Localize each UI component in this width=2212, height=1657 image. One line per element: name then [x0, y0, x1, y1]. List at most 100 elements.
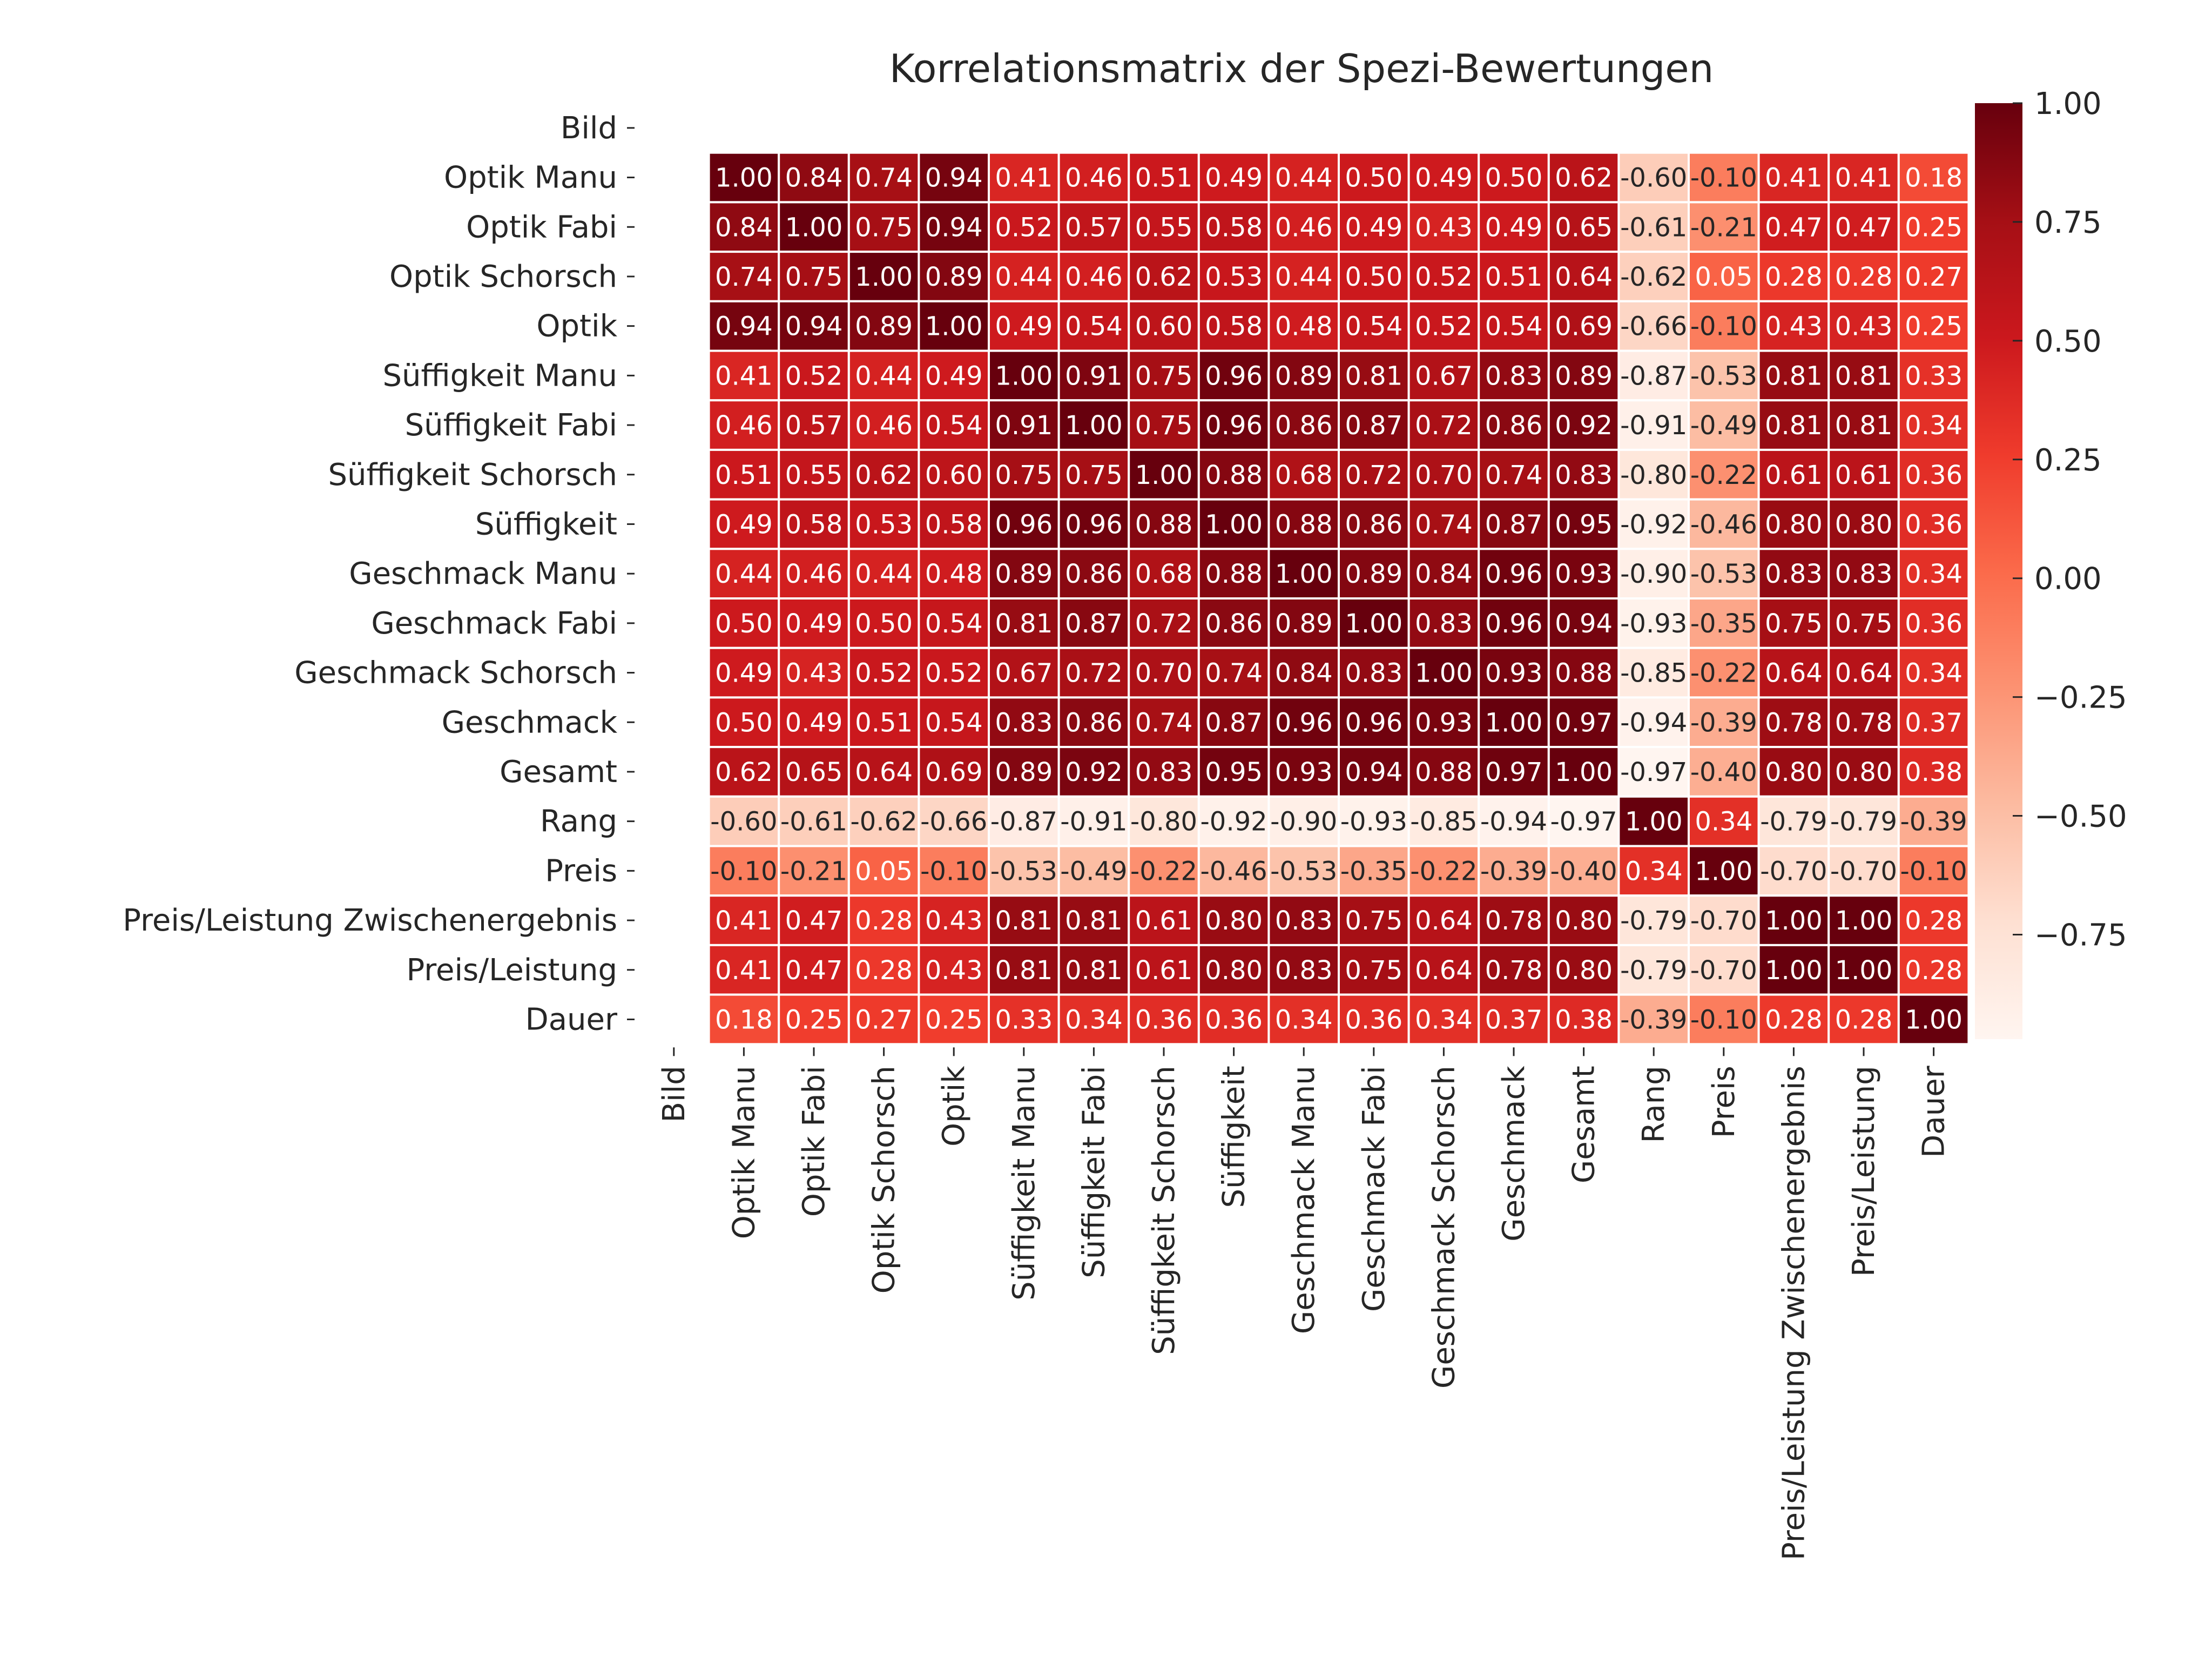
cell-value-label: -0.80: [1620, 460, 1687, 490]
cell-value-label: 0.44: [1275, 163, 1333, 193]
cell-value-label: 0.80: [1555, 955, 1613, 986]
colorbar: 1.00 0.75 0.50 0.25 0.00 −0.25 −0.50 −0.75: [1975, 86, 2127, 1039]
cell-value-label: 0.54: [1345, 312, 1402, 342]
heatmap-cell: [1267, 993, 1340, 1046]
heatmap-cell: [1617, 597, 1690, 649]
cell-value-label: 0.43: [1415, 212, 1473, 243]
heatmap-cell: [918, 597, 990, 649]
cell-value-label: 0.41: [995, 163, 1053, 193]
heatmap-cell: [1617, 746, 1690, 798]
cell-value-label: 0.54: [925, 609, 983, 639]
heatmap-cell: [1267, 646, 1340, 699]
heatmap-cell: [918, 845, 990, 897]
cell-value-label: -0.90: [1620, 559, 1687, 589]
heatmap-cell: [778, 894, 850, 946]
cell-value-label: 0.81: [995, 955, 1053, 986]
cell-value-label: 0.81: [1765, 410, 1823, 441]
heatmap-cell: [1547, 696, 1620, 749]
cell-value-label: 0.86: [1275, 410, 1333, 441]
cell-value-label: 0.96: [1345, 708, 1402, 738]
cell-value-label: 0.83: [1555, 460, 1613, 490]
cell-value-label: 0.96: [1205, 361, 1263, 391]
cell-value-label: 0.83: [1345, 658, 1402, 689]
cell-value-label: 0.83: [1485, 361, 1543, 391]
cell-value-label: 0.75: [1765, 609, 1823, 639]
cell-value-label: 0.74: [855, 163, 913, 193]
cell-value-label: 0.67: [1415, 361, 1473, 391]
cell-value-label: 0.93: [1275, 757, 1333, 787]
cell-value-label: -0.93: [1620, 609, 1687, 639]
heatmap-cell: [1267, 201, 1340, 253]
cell-value-label: 0.65: [1555, 212, 1613, 243]
cell-value-label: -0.10: [1690, 312, 1757, 342]
x-tick-label: Süffigkeit: [1217, 1066, 1252, 1208]
heatmap-cells: [707, 151, 1970, 1046]
heatmap-cell: [1478, 944, 1550, 996]
heatmap-cell: [1057, 845, 1130, 897]
cell-value-label: -0.85: [1410, 807, 1477, 837]
x-tick-label: Optik Schorsch: [867, 1066, 902, 1294]
heatmap-cell: [1267, 399, 1340, 451]
cell-value-label: 0.28: [855, 955, 913, 986]
cell-value-label: 0.43: [1765, 312, 1823, 342]
heatmap-cell: [1057, 548, 1130, 600]
cell-value-label: 0.88: [1205, 559, 1263, 589]
cell-value-label: 0.75: [1135, 410, 1193, 441]
heatmap-cell: [988, 300, 1060, 352]
cell-value-label: 0.84: [1415, 559, 1473, 589]
cell-value-label: 0.94: [785, 312, 843, 342]
cell-value-label: 0.48: [1275, 312, 1333, 342]
heatmap-cell: [1478, 448, 1550, 501]
cell-value-label: 0.86: [1065, 559, 1123, 589]
heatmap-cell: [707, 548, 780, 600]
cell-value-label: 0.41: [1765, 163, 1823, 193]
cell-value-label: 0.50: [715, 609, 773, 639]
heatmap-cell: [1897, 795, 1970, 847]
cell-value-label: 0.72: [1135, 609, 1193, 639]
cell-value-label: 0.65: [785, 757, 843, 787]
heatmap-cell: [1128, 646, 1200, 699]
heatmap-cell: [988, 349, 1060, 402]
cell-value-label: 0.25: [785, 1005, 843, 1035]
cell-value-label: 0.41: [715, 955, 773, 986]
cell-value-label: -0.61: [780, 807, 847, 837]
cell-value-label: 0.84: [785, 163, 843, 193]
cell-value-label: 0.51: [855, 708, 913, 738]
heatmap-cell: [918, 448, 990, 501]
x-tick-label: Optik Manu: [726, 1066, 761, 1239]
heatmap-cell: [918, 696, 990, 749]
x-tick-label: Bild: [657, 1066, 692, 1122]
y-tick-label: Bild: [561, 111, 617, 146]
heatmap-cell: [1897, 597, 1970, 649]
heatmap-cell: [1128, 448, 1200, 501]
cell-value-label: -0.39: [1480, 856, 1547, 886]
cell-value-label: 1.00: [1345, 609, 1402, 639]
heatmap-cell: [1897, 201, 1970, 253]
cell-value-label: 0.57: [1065, 212, 1123, 243]
cell-value-label: 0.74: [1415, 509, 1473, 540]
cell-value-label: -0.79: [1620, 955, 1687, 986]
cell-value-label: 0.69: [1555, 312, 1613, 342]
cell-value-label: 1.00: [1415, 658, 1473, 689]
x-tick-label: Rang: [1636, 1066, 1671, 1143]
cell-value-label: -0.70: [1760, 856, 1827, 886]
heatmap-cell: [1547, 349, 1620, 402]
cell-value-label: 0.91: [995, 410, 1053, 441]
x-tick-label: Preis/Leistung Zwischenergebnis: [1776, 1066, 1811, 1560]
cell-value-label: 0.68: [1135, 559, 1193, 589]
cell-value-label: 0.80: [1555, 906, 1613, 936]
colorbar-tick-label: −0.25: [2034, 681, 2127, 716]
cell-value-label: -0.94: [1480, 807, 1547, 837]
cell-value-label: -0.60: [1620, 163, 1687, 193]
cell-value-label: 0.43: [925, 955, 983, 986]
cell-value-label: 0.51: [1135, 163, 1193, 193]
cell-value-label: 0.64: [1835, 658, 1893, 689]
heatmap-cell: [1617, 894, 1690, 946]
cell-value-label: -0.10: [1690, 1005, 1757, 1035]
heatmap-cell: [1688, 795, 1760, 847]
cell-value-label: 0.28: [1835, 262, 1893, 292]
heatmap-cell: [1057, 399, 1130, 451]
x-tick-label: Süffigkeit Schorsch: [1147, 1066, 1182, 1355]
heatmap-cell: [988, 845, 1060, 897]
